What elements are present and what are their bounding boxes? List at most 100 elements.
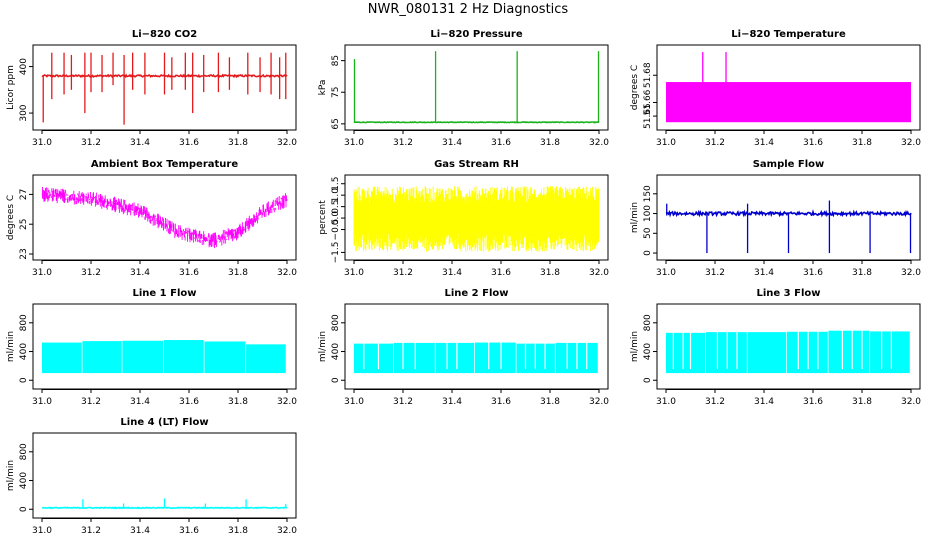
flow-segment — [122, 340, 164, 374]
flow-segment — [828, 330, 870, 374]
x-tick-label: 32.0 — [277, 397, 297, 407]
chart-line3: Line 3 Flow 31.0 31.2 31.4 31.6 31.8 32.0 0 400 8… — [630, 288, 921, 407]
chart-sampleflow: Sample Flow 31.0 31.2 31.4 31.6 31.8 32.0 0 50 10… — [630, 159, 921, 278]
chart-boxtemp: Ambient Box Temperature 31.0 31.2 31.4 31.6 3… — [6, 159, 297, 278]
x-tick-label: 31.8 — [852, 268, 872, 278]
x-tick-label: 31.0 — [656, 268, 676, 278]
x-tick-label: 32.0 — [589, 268, 609, 278]
chart-title: Line 3 Flow — [757, 288, 821, 299]
chart-title: Li−820 Pressure — [430, 29, 523, 40]
series-line2 — [354, 329, 598, 374]
y-tick-label: 400 — [19, 58, 29, 75]
x-tick-label: 32.0 — [277, 526, 297, 536]
series-pressure — [353, 51, 600, 124]
y-tick-label: 800 — [643, 314, 653, 331]
series-line3 — [666, 329, 910, 374]
x-tick-label: 31.2 — [81, 138, 101, 148]
y-tick-label: −0.5 — [331, 219, 341, 241]
x-tick-label: 31.8 — [228, 526, 248, 536]
y-tick-label: 800 — [19, 443, 29, 460]
x-tick-label: 31.2 — [393, 268, 413, 278]
x-tick-label: 32.0 — [589, 138, 609, 148]
x-tick-label: 31.4 — [754, 138, 774, 148]
x-tick-label: 32.0 — [901, 138, 921, 148]
chart-li820temp: Li−820 Temperature 31.0 31.2 31.4 31.6 31.8 32… — [630, 29, 921, 148]
x-tick-label: 31.6 — [491, 268, 511, 278]
series-boxtemp — [41, 187, 288, 249]
chart-rh: Gas Stream RH 31.0 31.2 31.4 31.6 31.8 32.0 −1.… — [318, 159, 609, 278]
x-tick-label: 31.2 — [393, 138, 413, 148]
series-trace — [353, 186, 600, 252]
x-tick-label: 31.2 — [705, 397, 725, 407]
y-axis-label: kPa — [318, 80, 328, 96]
y-tick-label: 23 — [19, 248, 29, 259]
x-tick-label: 32.0 — [277, 138, 297, 148]
x-tick-label: 31.0 — [656, 397, 676, 407]
y-tick-label: 65 — [331, 118, 341, 129]
flow-segment — [705, 332, 747, 374]
y-axis-label: percent — [318, 200, 328, 235]
flow-segment — [666, 332, 706, 374]
x-tick-label: 31.6 — [179, 397, 199, 407]
x-tick-label: 31.0 — [344, 138, 364, 148]
series-sampleflow — [665, 200, 912, 254]
chart-title: Ambient Box Temperature — [91, 159, 238, 170]
chart-title: Line 1 Flow — [133, 288, 197, 299]
x-tick-label: 31.4 — [442, 397, 462, 407]
y-tick-label: 85 — [331, 55, 341, 66]
y-tick-label: 0 — [331, 377, 341, 383]
y-tick-label: −1.5 — [331, 241, 341, 263]
x-tick-label: 31.4 — [754, 397, 774, 407]
flow-segment — [164, 340, 204, 374]
x-tick-label: 31.6 — [491, 397, 511, 407]
x-tick-label: 31.8 — [228, 397, 248, 407]
flow-segment — [474, 342, 516, 374]
x-tick-label: 32.0 — [901, 268, 921, 278]
flow-segment — [393, 342, 435, 374]
y-tick-label: 0.0 — [331, 211, 341, 226]
chart-title: Sample Flow — [753, 159, 825, 170]
y-tick-label: 0 — [19, 377, 29, 383]
chart-pressure: Li−820 Pressure 31.0 31.2 31.4 31.6 31.8 32.0 6… — [318, 29, 609, 148]
x-tick-label: 31.4 — [442, 268, 462, 278]
x-tick-label: 31.0 — [656, 138, 676, 148]
y-tick-label: 400 — [19, 343, 29, 360]
x-tick-label: 31.4 — [754, 268, 774, 278]
y-tick-label: 400 — [19, 472, 29, 489]
series-rh — [353, 186, 600, 252]
figure-title: NWR_080131 2 Hz Diagnostics — [367, 2, 569, 17]
y-axis-label: ml/min — [630, 331, 640, 362]
chart-title: Li−820 CO2 — [132, 29, 197, 40]
x-tick-label: 31.6 — [803, 397, 823, 407]
series-line1 — [42, 340, 286, 374]
chart-line4: Line 4 (LT) Flow 31.0 31.2 31.4 31.6 31.8 32.0… — [6, 417, 297, 536]
y-axis-label: degrees C — [630, 65, 640, 110]
x-tick-label: 31.4 — [130, 268, 150, 278]
y-axis-label: ml/min — [6, 460, 16, 491]
y-axis-label: ml/min — [630, 202, 640, 233]
x-tick-label: 31.8 — [852, 138, 872, 148]
x-tick-label: 31.6 — [179, 138, 199, 148]
chart-title: Li−820 Temperature — [731, 29, 846, 40]
series-line — [353, 120, 600, 124]
chart-line2: Line 2 Flow 31.0 31.2 31.4 31.6 31.8 32.0 0 400 8… — [318, 288, 609, 407]
y-tick-label: 0 — [643, 250, 653, 256]
plot-frame — [344, 44, 609, 131]
x-tick-label: 31.8 — [228, 268, 248, 278]
flow-segment — [82, 341, 122, 374]
y-axis-label: degrees C — [6, 195, 16, 240]
y-tick-label: 51.65 — [643, 103, 653, 129]
x-tick-label: 31.8 — [852, 397, 872, 407]
x-tick-label: 31.4 — [130, 526, 150, 536]
x-tick-label: 31.4 — [442, 138, 462, 148]
flow-segment — [747, 332, 787, 374]
y-tick-label: 800 — [19, 314, 29, 331]
x-tick-label: 31.0 — [32, 397, 52, 407]
x-tick-label: 31.6 — [803, 268, 823, 278]
flow-segment — [870, 331, 910, 374]
y-axis-label: Licor ppm — [6, 65, 16, 110]
x-tick-label: 31.0 — [32, 526, 52, 536]
x-tick-label: 31.6 — [179, 268, 199, 278]
x-tick-label: 31.8 — [228, 138, 248, 148]
